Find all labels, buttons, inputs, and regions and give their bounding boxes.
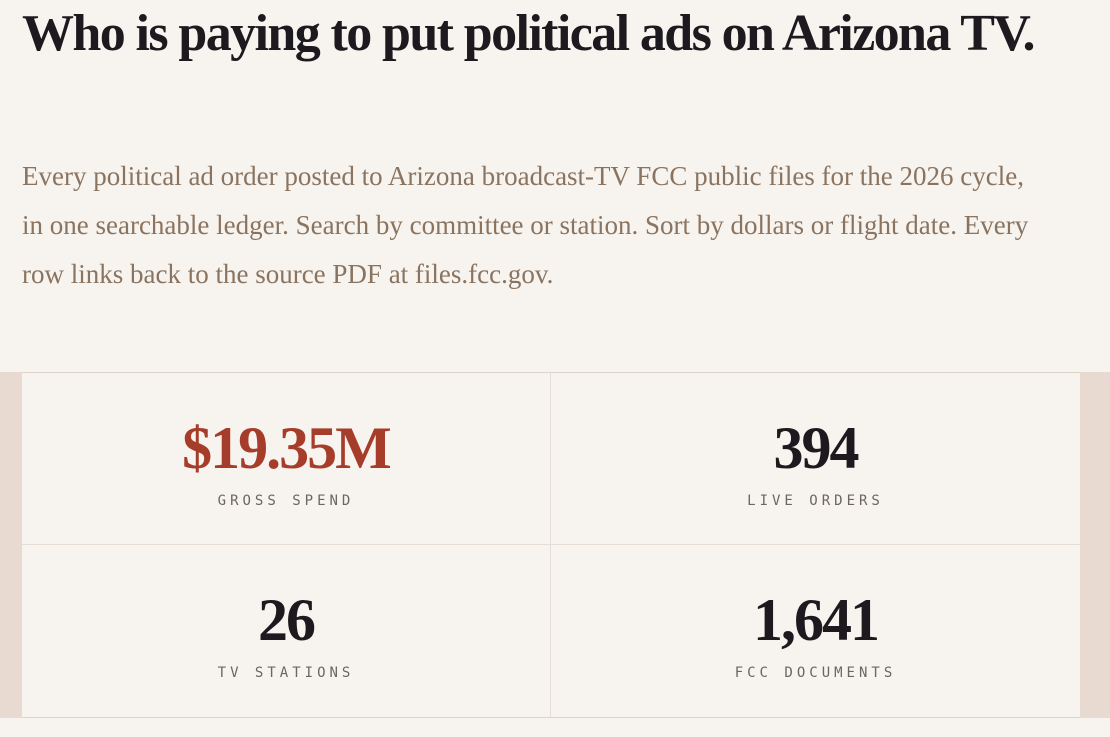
stat-label: LIVE ORDERS (747, 492, 884, 509)
stat-label: FCC DOCUMENTS (734, 665, 897, 681)
stat-label: TV STATIONS (217, 665, 355, 681)
stat-value: 26 (258, 587, 316, 653)
stats-grid: $19.35M GROSS SPEND 394 LIVE ORDERS 26 TV STA… (22, 372, 1080, 718)
stat-card: 1,641 FCC DOCUMENTS (551, 545, 1080, 717)
stat-card: 394 LIVE ORDERS (551, 373, 1080, 545)
stat-card: 26 TV STATIONS (22, 545, 551, 717)
page-title: Who is paying to put political ads on Ar… (22, 5, 1036, 62)
side-band (0, 372, 22, 718)
subtitle: Every political ad order posted to Arizo… (22, 161, 1029, 289)
stat-label: GROSS SPEND (217, 492, 355, 509)
side-band (1080, 372, 1110, 718)
stat-value: 1,641 (753, 587, 880, 653)
stat-value: 394 (773, 414, 860, 481)
stat-value: $19.35M (182, 414, 392, 481)
stat-card: $19.35M GROSS SPEND (22, 373, 551, 545)
